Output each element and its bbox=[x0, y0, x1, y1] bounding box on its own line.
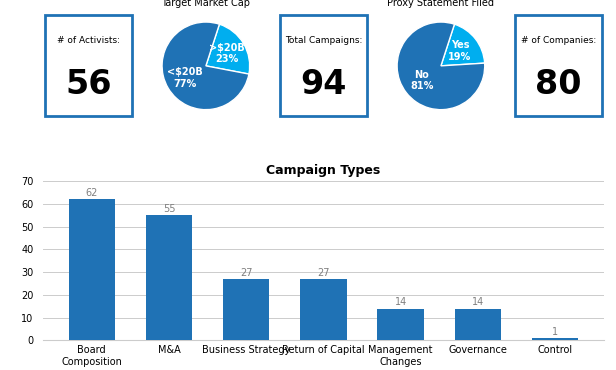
Bar bbox=[68, 199, 115, 340]
Text: Yes
19%: Yes 19% bbox=[448, 40, 472, 62]
FancyBboxPatch shape bbox=[515, 16, 602, 116]
Title: Campaign Types: Campaign Types bbox=[266, 164, 381, 177]
Text: 62: 62 bbox=[86, 188, 98, 198]
Text: 80: 80 bbox=[535, 68, 582, 101]
Wedge shape bbox=[162, 22, 249, 110]
Text: 14: 14 bbox=[394, 297, 407, 307]
Bar bbox=[300, 279, 347, 340]
Text: <$20B
77%: <$20B 77% bbox=[168, 67, 203, 89]
Bar bbox=[223, 279, 269, 340]
Text: Total Campaigns:: Total Campaigns: bbox=[285, 36, 362, 45]
FancyBboxPatch shape bbox=[280, 16, 367, 116]
Title: Target Market Cap: Target Market Cap bbox=[161, 0, 250, 7]
Wedge shape bbox=[397, 22, 485, 110]
Text: # of Companies:: # of Companies: bbox=[521, 36, 596, 45]
Text: 27: 27 bbox=[317, 268, 330, 278]
Text: 14: 14 bbox=[472, 297, 484, 307]
Text: >$20B
23%: >$20B 23% bbox=[209, 43, 245, 64]
Text: 27: 27 bbox=[240, 268, 253, 278]
Wedge shape bbox=[441, 24, 485, 66]
Bar bbox=[378, 309, 424, 340]
FancyBboxPatch shape bbox=[45, 16, 132, 116]
Bar bbox=[146, 215, 192, 340]
Text: # of Activists:: # of Activists: bbox=[57, 36, 120, 45]
Wedge shape bbox=[206, 24, 249, 74]
Text: 94: 94 bbox=[300, 68, 347, 101]
Bar bbox=[455, 309, 501, 340]
Text: No
81%: No 81% bbox=[410, 70, 434, 91]
Bar bbox=[532, 338, 578, 340]
Text: 56: 56 bbox=[65, 68, 111, 101]
Title: Proxy Statement Filed: Proxy Statement Filed bbox=[387, 0, 495, 7]
Text: 55: 55 bbox=[163, 204, 175, 214]
Text: 1: 1 bbox=[552, 327, 558, 337]
